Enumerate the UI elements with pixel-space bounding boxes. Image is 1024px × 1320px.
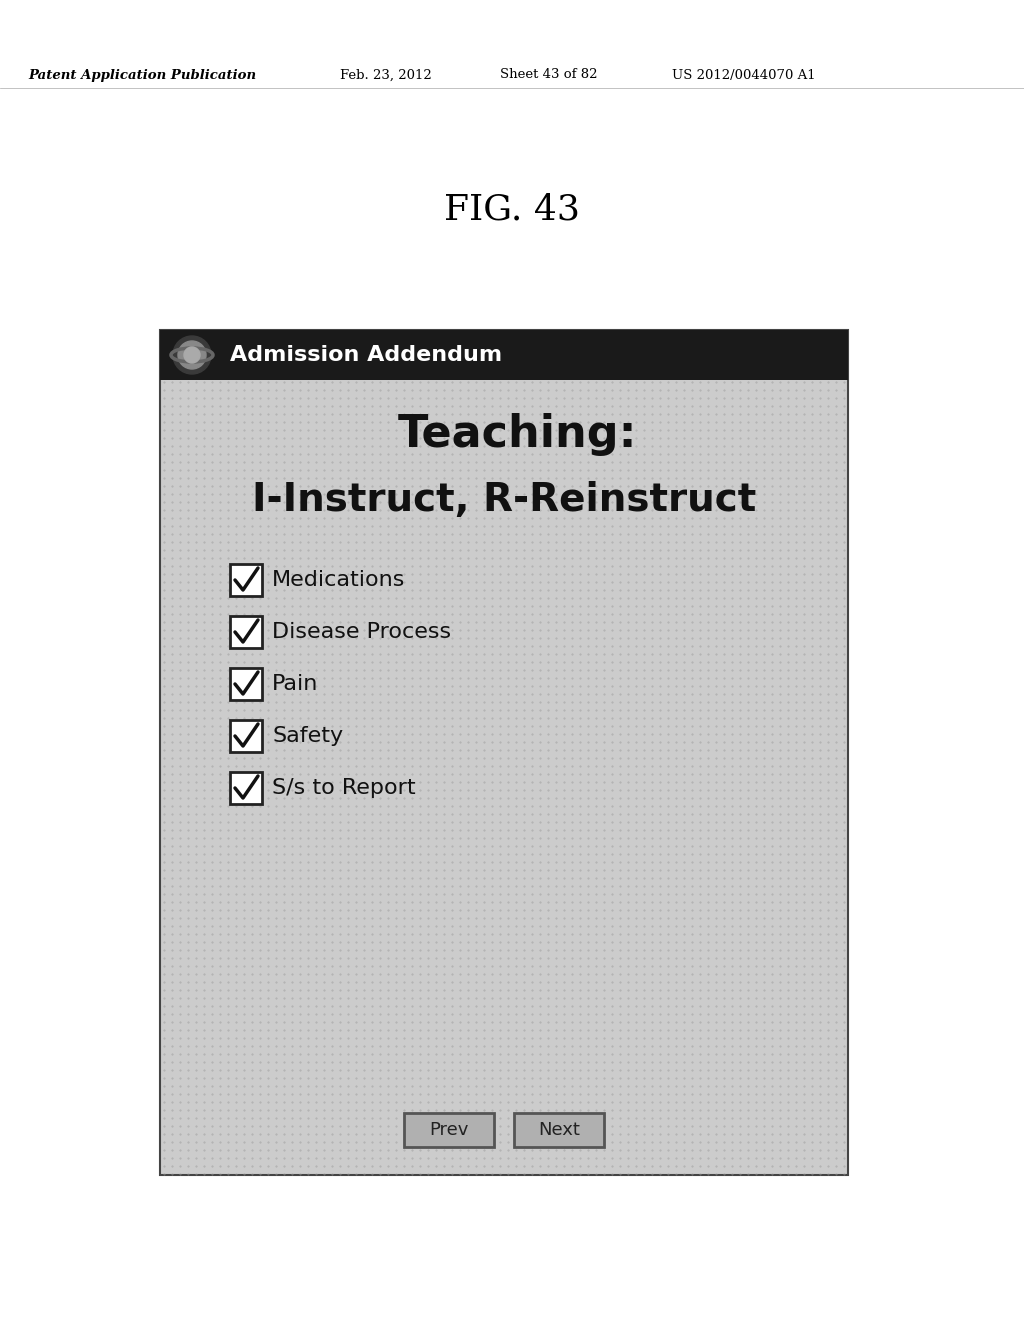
Text: Pain: Pain [272, 675, 318, 694]
Text: S/s to Report: S/s to Report [272, 777, 416, 799]
Text: Sheet 43 of 82: Sheet 43 of 82 [500, 69, 597, 82]
Bar [514, 1113, 604, 1147]
Text: FIG. 43: FIG. 43 [444, 193, 580, 227]
Bar [230, 668, 262, 700]
Bar [230, 719, 262, 752]
Text: Next: Next [538, 1121, 580, 1139]
Text: I-Instruct, R-Reinstruct: I-Instruct, R-Reinstruct [252, 480, 756, 519]
Circle shape [173, 337, 211, 374]
Text: US 2012/0044070 A1: US 2012/0044070 A1 [672, 69, 816, 82]
Text: Feb. 23, 2012: Feb. 23, 2012 [340, 69, 432, 82]
Text: Patent Application Publication: Patent Application Publication [28, 69, 256, 82]
Text: Medications: Medications [272, 570, 406, 590]
Bar [160, 330, 848, 1175]
Text: Admission Addendum: Admission Addendum [230, 345, 502, 366]
Bar [230, 616, 262, 648]
Bar [160, 330, 848, 380]
Bar [404, 1113, 494, 1147]
Text: Prev: Prev [429, 1121, 469, 1139]
Text: Safety: Safety [272, 726, 343, 746]
Bar [230, 772, 262, 804]
Text: Teaching:: Teaching: [398, 413, 638, 457]
Text: Disease Process: Disease Process [272, 622, 452, 642]
Circle shape [178, 341, 206, 370]
Bar [230, 564, 262, 597]
Circle shape [184, 347, 200, 363]
